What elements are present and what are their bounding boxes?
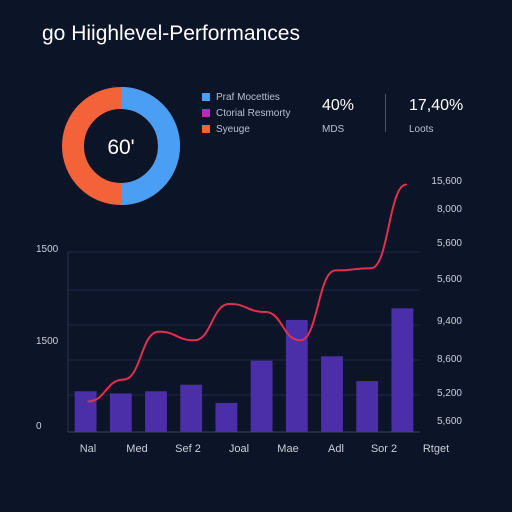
legend-label: Syeuge [216,123,250,135]
bar [321,356,343,432]
line-point [299,339,302,342]
line-point [264,311,266,313]
kpi-card: 40% MDS [322,97,354,135]
legend-label: Praf Mocetties [216,91,280,103]
donut-chart: 60' [62,87,180,205]
bar [145,391,167,432]
x-tick-label: Med [126,443,147,455]
y2-tick-label: 5,600 [437,274,462,285]
y2-tick-label: 8,600 [437,354,462,365]
y2-tick-label: 5,600 [437,416,462,427]
page-title: go Hiighlevel-Performances [42,22,300,45]
line-point [157,330,160,333]
bar [180,384,203,432]
y2-tick-label: 5,600 [437,238,462,249]
kpi-divider [385,94,386,132]
legend-item: Syeuge [202,121,290,137]
bar [356,381,379,432]
axes: 1500 1500 0 15,600 8,000 5,600 5,600 9,400 8,600… [36,176,462,455]
x-tick-label: Joal [229,443,249,455]
donut-segment [120,87,180,205]
legend-item: Ctorial Resmorty [202,105,290,121]
bar [285,319,308,432]
line-point [228,303,231,305]
kpi-value: 17,40% [409,97,464,114]
x-tick-label: Nal [80,443,97,455]
kpi-label: MDS [322,124,345,135]
y2-tick-label: 15,600 [431,176,462,187]
bar [215,402,238,432]
x-tick-label: Sef 2 [175,443,201,455]
donut-center-label: 60' [107,136,134,159]
x-tick-label: Sor 2 [371,443,397,455]
y-tick-label: 0 [36,421,42,432]
y2-tick-label: 9,400 [437,316,462,327]
legend-swatch [202,125,210,133]
bar [391,308,414,432]
bar [250,360,273,432]
line-point [122,378,125,381]
line-path [87,183,407,403]
line-point [87,400,89,403]
kpi-value: 40% [322,97,355,114]
x-tick-label: Rtget [423,443,449,455]
line-point [193,339,195,342]
kpi-card: 17,40% Loots [409,97,463,135]
bar [109,393,132,432]
y-tick-label: 1500 [36,336,59,347]
legend-label: Ctorial Resmorty [216,107,291,119]
legend: Praf Mocetties Ctorial Resmorty Syeuge [202,89,290,137]
y-tick-label: 1500 [36,244,59,255]
legend-item: Praf Mocetties [202,89,290,105]
y2-tick-label: 5,200 [437,388,462,399]
line-point [334,269,337,272]
bar [74,391,97,432]
line-series [87,183,408,403]
y2-tick-label: 8,000 [437,204,462,215]
legend-swatch [202,93,210,101]
legend-swatch [202,109,210,117]
line-point [405,183,408,186]
bar-series [74,308,414,432]
line-point [370,267,372,270]
x-tick-label: Adl [328,443,344,455]
x-tick-label: Mae [277,443,298,455]
kpi-label: Loots [409,124,434,135]
